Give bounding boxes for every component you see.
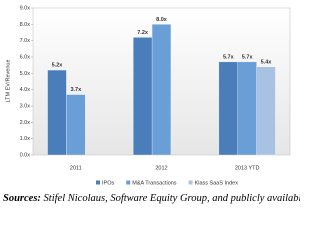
y-tick-label: 0.0x bbox=[20, 152, 31, 158]
legend-label: M&A Transactions bbox=[132, 180, 177, 186]
value-label: 8.0x bbox=[156, 17, 168, 23]
figure: LTM EV/Revenue 0.0x 1.0x 2.0x 3.0x 4.0x 5.0x 6… bbox=[3, 5, 300, 204]
bar bbox=[256, 66, 276, 156]
y-tick-label: 6.0x bbox=[20, 54, 31, 60]
bar bbox=[133, 37, 153, 156]
y-tick-label: 5.0x bbox=[20, 71, 31, 77]
x-tick-label: 2011 bbox=[70, 165, 82, 171]
legend-swatch bbox=[126, 180, 131, 185]
y-tick-label: 3.0x bbox=[20, 103, 31, 109]
value-label: 5.2x bbox=[52, 63, 64, 69]
source-text: Stifel Nicolaus, Software Equity Group, … bbox=[43, 193, 300, 204]
bar bbox=[47, 69, 67, 156]
bar bbox=[151, 24, 172, 156]
legend-label: IPOs bbox=[102, 180, 114, 186]
bar bbox=[237, 61, 257, 156]
y-tick-label: 2.0x bbox=[20, 120, 31, 126]
x-tick-label: 2013 YTD bbox=[235, 165, 260, 171]
value-label: 3.7x bbox=[70, 87, 82, 93]
value-label: 5.4x bbox=[261, 59, 273, 65]
source-label: Sources: bbox=[3, 193, 41, 204]
x-tick-label: 2012 bbox=[155, 165, 167, 171]
page: LTM EV/Revenue 0.0x 1.0x 2.0x 3.0x 4.0x 5.0x 6… bbox=[3, 5, 300, 204]
y-axis-label: LTM EV/Revenue bbox=[5, 59, 11, 102]
value-label: 5.7x bbox=[242, 54, 254, 60]
y-tick-label: 1.0x bbox=[20, 136, 31, 142]
value-label: 5.7x bbox=[223, 54, 235, 60]
legend-swatch bbox=[96, 180, 100, 185]
bar bbox=[66, 94, 86, 156]
y-tick-label: 9.0x bbox=[20, 5, 31, 11]
value-label: 7.2x bbox=[137, 30, 149, 36]
legend-label: Klass SaaS Index bbox=[195, 180, 239, 186]
bar bbox=[218, 61, 238, 156]
y-tick-label: 8.0x bbox=[20, 22, 31, 28]
y-tick-label: 4.0x bbox=[20, 87, 31, 93]
source-note: Sources: Stifel Nicolaus, Software Equit… bbox=[3, 193, 300, 204]
chart: LTM EV/Revenue 0.0x 1.0x 2.0x 3.0x 4.0x 5.0x 6… bbox=[5, 5, 291, 186]
y-tick-label: 7.0x bbox=[20, 38, 31, 44]
legend-swatch bbox=[188, 180, 193, 185]
